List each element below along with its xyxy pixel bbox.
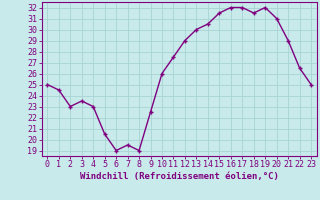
X-axis label: Windchill (Refroidissement éolien,°C): Windchill (Refroidissement éolien,°C) <box>80 172 279 181</box>
